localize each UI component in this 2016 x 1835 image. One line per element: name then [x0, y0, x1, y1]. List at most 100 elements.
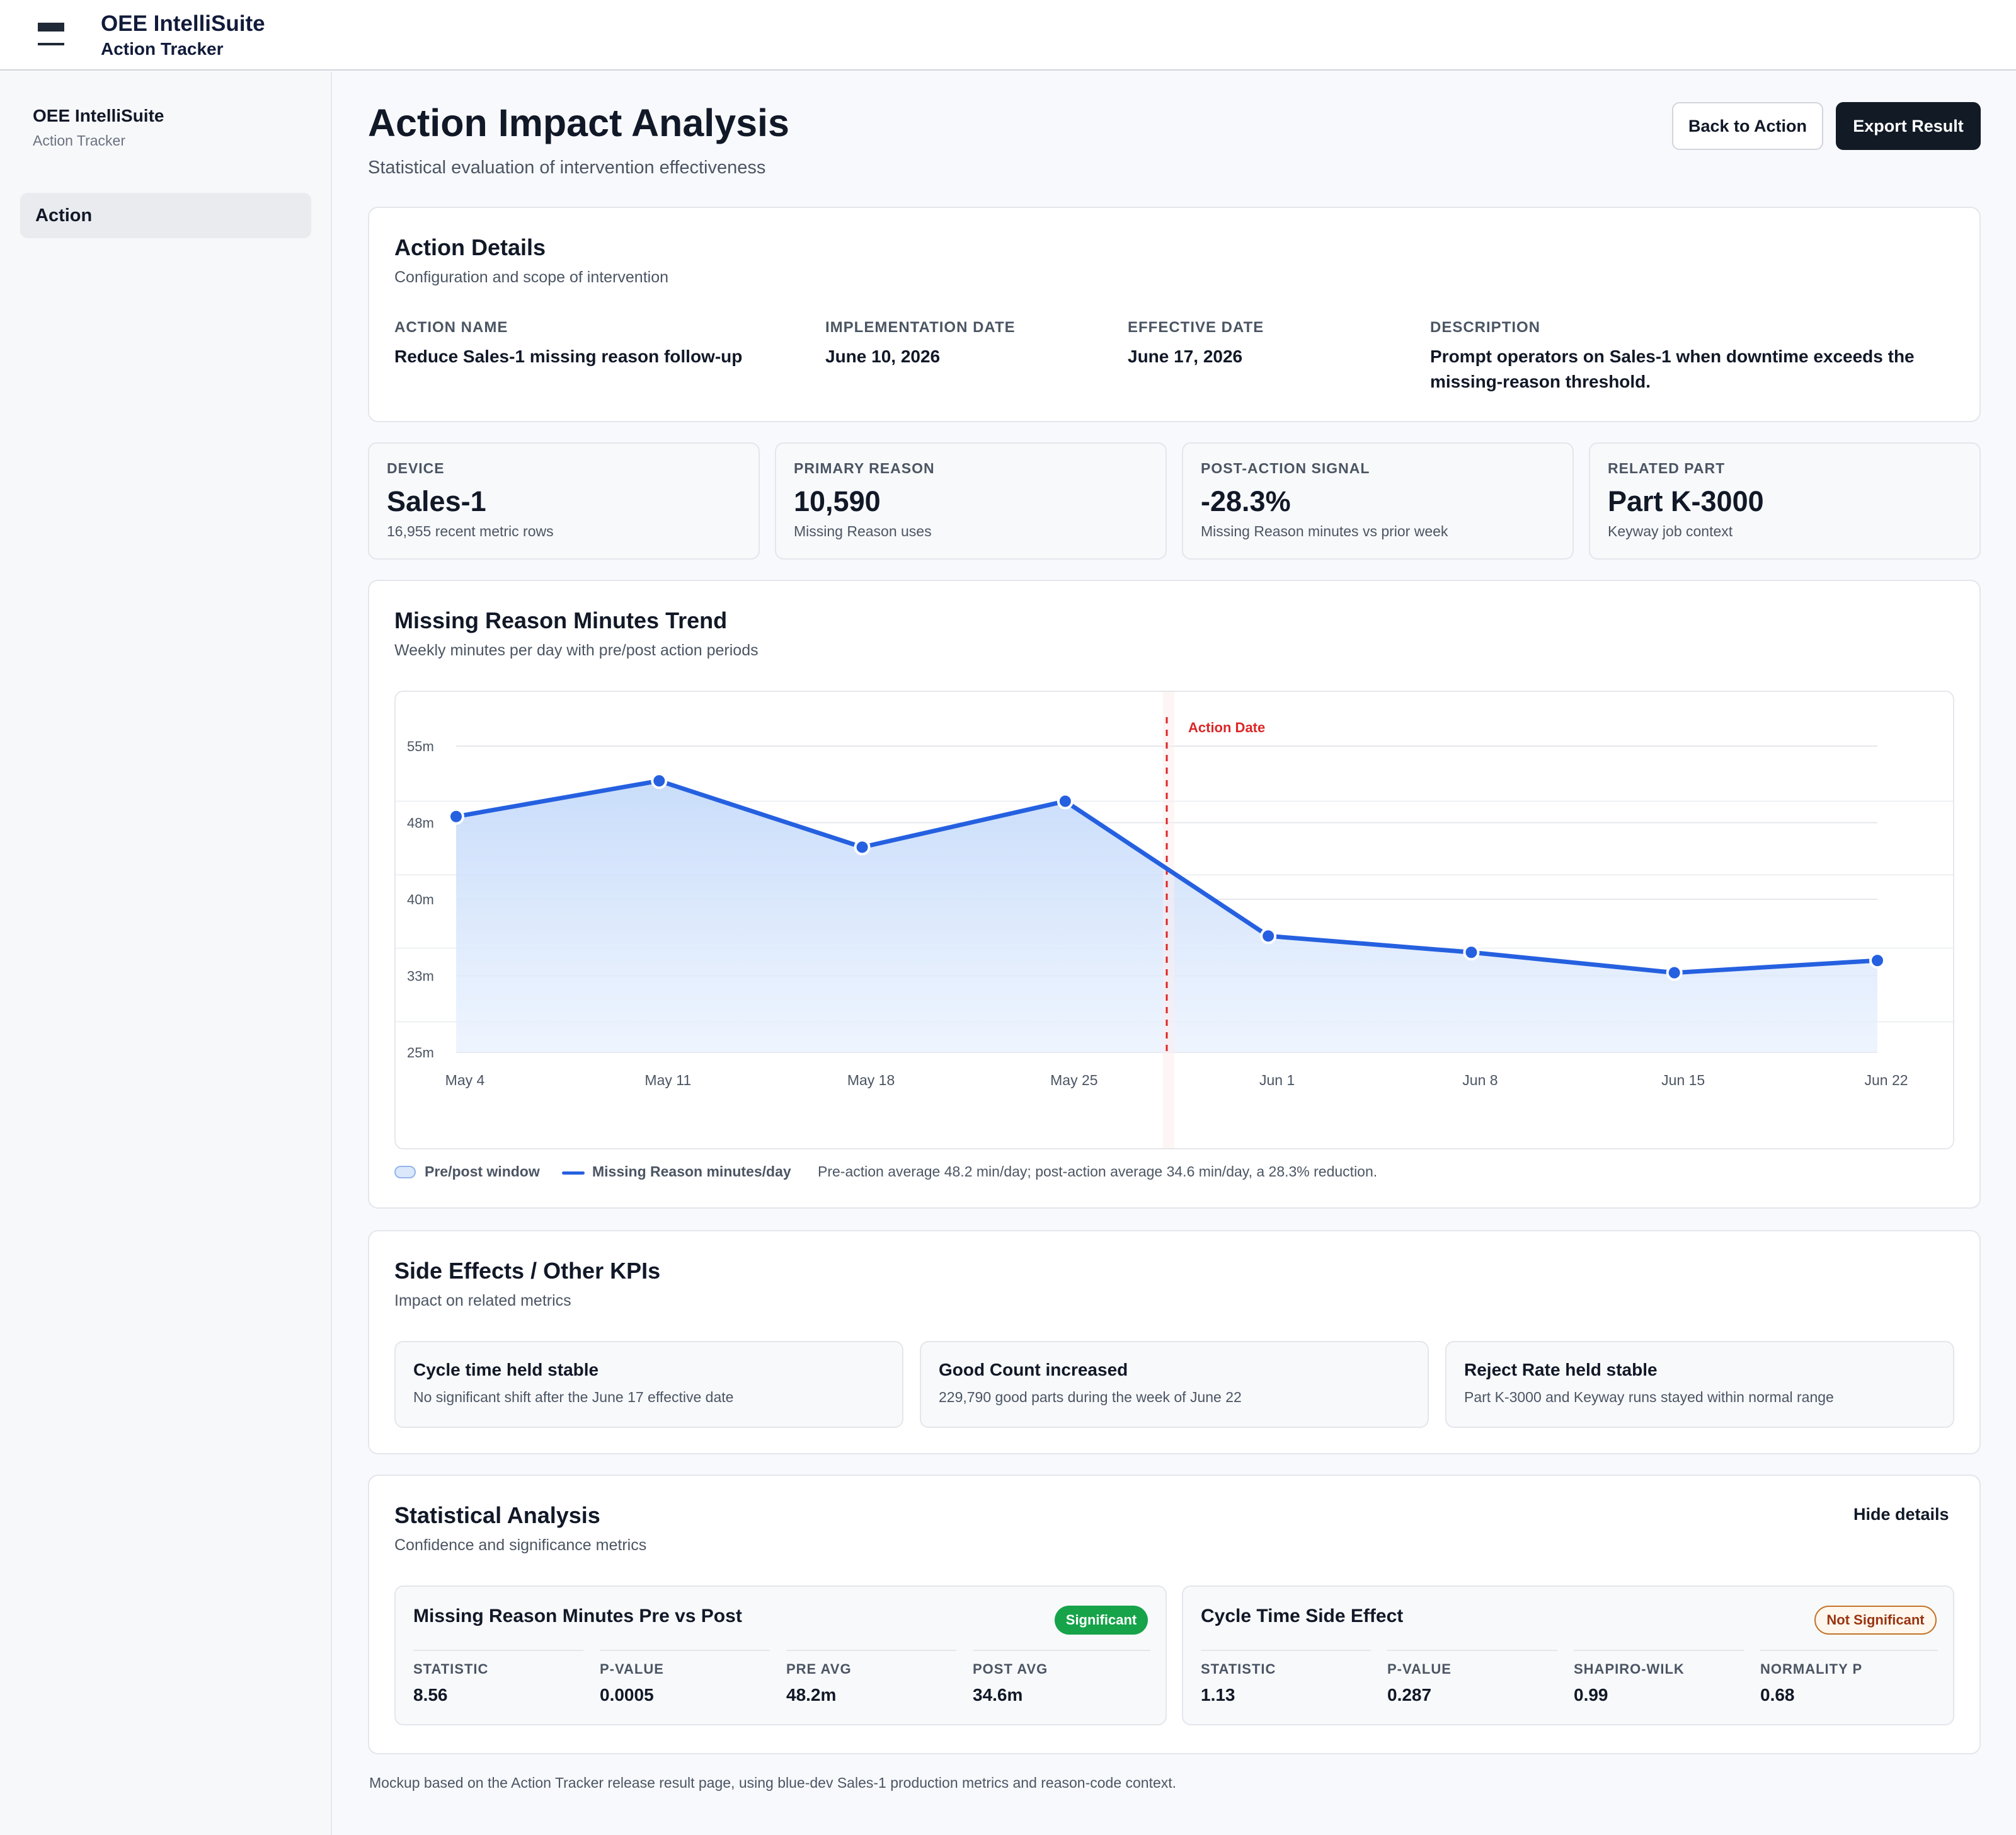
hide-details-button[interactable]: Hide details [1853, 1505, 1949, 1524]
kpi-label: RELATED PART [1608, 460, 1726, 476]
stat-label: POST AVG [973, 1661, 1048, 1677]
card-subtitle: Configuration and scope of intervention [394, 268, 669, 286]
kpi-sub: 16,955 recent metric rows [387, 523, 554, 539]
y-tick-label: 48m [407, 815, 434, 831]
legend-window-label: Pre/post window [425, 1163, 540, 1180]
kpi-sub: Missing Reason uses [794, 523, 932, 539]
x-tick-label: May 18 [847, 1072, 895, 1088]
data-point [1666, 964, 1683, 981]
side-effect-title: Good Count increased [939, 1360, 1128, 1379]
action-date-label: Action Date [1188, 720, 1265, 735]
sidebar: OEE IntelliSuite Action Tracker Action [0, 72, 332, 1835]
field-label: ACTION NAME [394, 319, 508, 336]
stat-label: P-VALUE [1387, 1661, 1452, 1677]
y-tick-label: 33m [407, 969, 434, 984]
side-effect-item: Cycle time held stable No significant sh… [394, 1341, 903, 1428]
page-title: Action Impact Analysis [368, 101, 789, 144]
field-label: DESCRIPTION [1430, 319, 1541, 336]
field-label: EFFECTIVE DATE [1128, 319, 1264, 336]
app-module: Action Tracker [101, 39, 224, 59]
implementation-date-value: June 10, 2026 [825, 347, 941, 366]
stat-title: Cycle Time Side Effect [1201, 1606, 1404, 1626]
trend-line [455, 778, 1878, 975]
legend-series-label: Missing Reason minutes/day [592, 1163, 791, 1180]
not-significant-badge: Not Significant [1814, 1606, 1937, 1635]
x-tick-label: May 25 [1050, 1072, 1097, 1088]
top-bar: OEE IntelliSuite Action Tracker [0, 0, 2016, 71]
y-tick-label: 25m [407, 1045, 434, 1061]
stat-test-cycle-time: Cycle Time Side Effect Not Significant S… [1182, 1585, 1954, 1725]
data-point [651, 773, 668, 790]
x-tick-label: Jun 22 [1864, 1072, 1908, 1088]
effective-date-value: June 17, 2026 [1128, 347, 1243, 366]
kpi-value: Sales-1 [387, 485, 486, 517]
export-result-button[interactable]: Export Result [1836, 102, 1981, 150]
stat-value: 34.6m [973, 1685, 1023, 1705]
sidebar-title: OEE IntelliSuite [33, 106, 164, 125]
stat-title: Missing Reason Minutes Pre vs Post [413, 1606, 742, 1626]
stat-value: 0.99 [1574, 1685, 1608, 1705]
stat-value: 1.13 [1201, 1685, 1235, 1705]
stat-label: STATISTIC [1201, 1661, 1276, 1677]
trend-chart-svg: Action Date 55m 48m 40m 33m 25m May 4 May 11 M… [396, 692, 1953, 1148]
side-effect-title: Reject Rate held stable [1464, 1360, 1658, 1379]
description-value: Prompt operators on Sales-1 when downtim… [1430, 347, 1915, 391]
card-title: Side Effects / Other KPIs [394, 1258, 661, 1284]
y-tick-label: 40m [407, 892, 434, 907]
kpi-sub: Keyway job context [1608, 523, 1733, 539]
side-effect-title: Cycle time held stable [413, 1360, 599, 1379]
side-effect-item: Reject Rate held stable Part K-3000 and … [1445, 1341, 1954, 1428]
stat-value: 48.2m [786, 1685, 837, 1705]
x-tick-label: Jun 15 [1661, 1072, 1705, 1088]
data-point [1057, 793, 1074, 810]
stat-value: 0.68 [1760, 1685, 1795, 1705]
legend-window-swatch [394, 1166, 416, 1178]
kpi-value: 10,590 [794, 485, 881, 517]
stat-value: 0.287 [1387, 1685, 1432, 1705]
menu-icon[interactable] [38, 23, 64, 48]
action-details-card: Action Details Configuration and scope o… [368, 207, 1981, 422]
data-point [1869, 952, 1886, 969]
side-effect-item: Good Count increased 229,790 good parts … [920, 1341, 1429, 1428]
kpi-value: Part K-3000 [1608, 485, 1764, 517]
x-tick-label: May 4 [445, 1072, 485, 1088]
field-label: IMPLEMENTATION DATE [825, 319, 1016, 336]
card-subtitle: Weekly minutes per day with pre/post act… [394, 641, 759, 659]
stat-label: SHAPIRO-WILK [1574, 1661, 1685, 1677]
trend-chart: Action Date 55m 48m 40m 33m 25m May 4 May 11 M… [394, 691, 1954, 1149]
card-title: Statistical Analysis [394, 1502, 600, 1528]
data-point [1463, 944, 1480, 961]
x-tick-label: Jun 8 [1462, 1072, 1498, 1088]
side-effect-desc: 229,790 good parts during the week of Ju… [939, 1389, 1242, 1405]
sidebar-subtitle: Action Tracker [33, 132, 125, 149]
trend-summary: Pre-action average 48.2 min/day; post-ac… [818, 1163, 1378, 1180]
footer-note: Mockup based on the Action Tracker relea… [369, 1775, 1177, 1791]
kpi-post-action-signal: POST-ACTION SIGNAL -28.3% Missing Reason… [1182, 442, 1574, 560]
back-to-action-button[interactable]: Back to Action [1672, 102, 1823, 150]
app-name: OEE IntelliSuite [101, 11, 265, 36]
card-subtitle: Confidence and significance metrics [394, 1536, 647, 1554]
x-tick-label: May 11 [644, 1072, 691, 1088]
stat-value: 8.56 [413, 1685, 448, 1705]
kpi-primary-reason: PRIMARY REASON 10,590 Missing Reason use… [775, 442, 1167, 560]
side-effect-desc: No significant shift after the June 17 e… [413, 1389, 734, 1405]
card-title: Missing Reason Minutes Trend [394, 607, 728, 633]
kpi-label: POST-ACTION SIGNAL [1201, 460, 1370, 476]
data-point [854, 839, 871, 856]
card-title: Action Details [394, 234, 546, 260]
action-window-band [1163, 692, 1174, 1148]
page-subtitle: Statistical evaluation of intervention e… [368, 158, 766, 178]
data-point [448, 808, 464, 825]
stat-label: P-VALUE [600, 1661, 664, 1677]
x-tick-label: Jun 1 [1259, 1072, 1295, 1088]
kpi-device: DEVICE Sales-1 16,955 recent metric rows [368, 442, 760, 560]
kpi-label: PRIMARY REASON [794, 460, 935, 476]
action-name-value: Reduce Sales-1 missing reason follow-up [394, 347, 743, 366]
sidebar-item-action[interactable]: Action [20, 193, 311, 238]
kpi-label: DEVICE [387, 460, 445, 476]
stat-label: NORMALITY P [1760, 1661, 1863, 1677]
significant-badge: Significant [1055, 1606, 1148, 1635]
stat-label: PRE AVG [786, 1661, 852, 1677]
stat-label: STATISTIC [413, 1661, 489, 1677]
kpi-related-part: RELATED PART Part K-3000 Keyway job cont… [1589, 442, 1981, 560]
